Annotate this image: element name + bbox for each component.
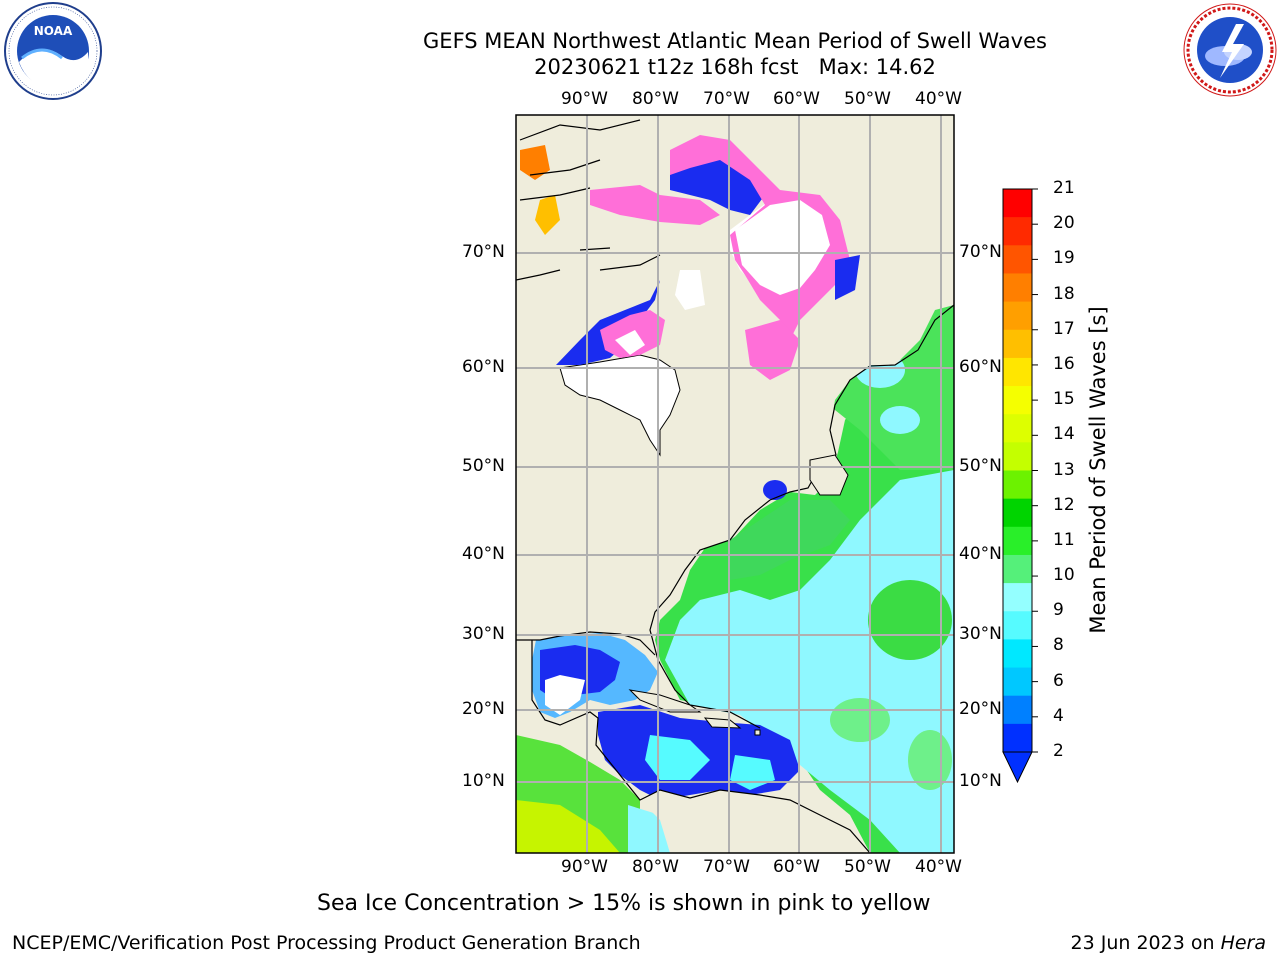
colorbar-tick-label: 13 xyxy=(1053,459,1075,480)
ocean-coastal-green xyxy=(730,500,850,580)
lat-label-right-30n: 30°N xyxy=(959,624,1002,644)
footer-host: Hera xyxy=(1220,932,1266,954)
lon-label-bottom-60w: 60°W xyxy=(773,857,820,877)
lat-label-left-70n: 70°N xyxy=(462,242,505,262)
ocean-gulf-white xyxy=(545,675,585,715)
colorbar-tick-label: 4 xyxy=(1053,705,1064,726)
ocean-cyan-band xyxy=(665,470,954,853)
lon-label-top-80w: 80°W xyxy=(632,89,679,109)
colorbar-segment xyxy=(1003,442,1032,471)
colorbar-segment xyxy=(1003,273,1032,303)
colorbar-segment xyxy=(1003,329,1032,359)
colorbar-segment xyxy=(1003,357,1032,387)
colorbar-tick-label: 2 xyxy=(1053,741,1064,761)
colorbar-segment xyxy=(1003,526,1032,556)
nws-logo xyxy=(1180,0,1280,104)
lon-label-top-60w: 60°W xyxy=(773,89,820,109)
colorbar-segment xyxy=(1003,611,1032,640)
colorbar-tick-marks xyxy=(1032,188,1038,753)
land-hispaniola xyxy=(703,717,742,729)
colorbar-tick-label: 14 xyxy=(1053,424,1075,445)
chart-title: GEFS MEAN Northwest Atlantic Mean Period… xyxy=(423,29,1047,53)
lat-label-right-40n: 40°N xyxy=(959,544,1002,564)
ice-free-hudson-bay xyxy=(559,354,681,457)
ocean-green-patch-b xyxy=(830,698,890,742)
colorbar-tick-label: 16 xyxy=(1053,353,1075,374)
colorbar-tick-label: 12 xyxy=(1053,494,1075,515)
footer-credit: NCEP/EMC/Verification Post Processing Pr… xyxy=(12,932,641,954)
colorbar-segment xyxy=(1003,498,1032,528)
noaa-logo-text: NOAA xyxy=(34,24,73,38)
colorbar-segment xyxy=(1003,583,1032,612)
lat-label-left-40n: 40°N xyxy=(462,544,505,564)
lat-label-right-60n: 60°N xyxy=(959,357,1002,377)
colorbar-tick-label: 21 xyxy=(1053,178,1075,198)
land-central-america xyxy=(516,640,598,745)
sea-ice-caption: Sea Ice Concentration > 15% is shown in … xyxy=(317,891,931,916)
footer-date-text: 23 Jun 2023 on xyxy=(1070,932,1221,954)
lat-label-right-10n: 10°N xyxy=(959,771,1002,791)
lat-label-left-50n: 50°N xyxy=(462,456,505,476)
map-gridlines xyxy=(516,115,954,853)
noaa-logo: NOAA xyxy=(2,0,104,106)
colorbar-tick-label: 6 xyxy=(1053,670,1064,691)
lon-label-bottom-90w: 90°W xyxy=(561,857,608,877)
lat-label-left-30n: 30°N xyxy=(462,624,505,644)
lon-label-top-50w: 50°W xyxy=(844,89,891,109)
colorbar-tick-label: 10 xyxy=(1053,565,1075,586)
chart-subtitle: 20230621 t12z 168h fcst Max: 14.62 xyxy=(534,55,936,79)
map-frame xyxy=(515,114,955,854)
ocean-green-patch-a xyxy=(868,580,952,660)
colorbar-tick-label: 8 xyxy=(1053,635,1064,656)
colorbar-segment xyxy=(1003,554,1032,584)
colorbar-segment xyxy=(1003,470,1032,500)
colorbar-segment xyxy=(1003,386,1032,415)
footer-date: 23 Jun 2023 on Hera xyxy=(1071,932,1266,954)
colorbar-segment xyxy=(1003,245,1032,274)
colorbar-tick-label: 11 xyxy=(1053,529,1075,550)
lat-label-right-70n: 70°N xyxy=(959,242,1002,262)
colorbar-segment xyxy=(1003,414,1032,443)
lon-label-bottom-70w: 70°W xyxy=(703,857,750,877)
lat-label-left-10n: 10°N xyxy=(462,771,505,791)
colorbar-segment xyxy=(1003,695,1032,725)
colorbar-tick-label: 15 xyxy=(1053,389,1075,410)
lat-label-left-20n: 20°N xyxy=(462,699,505,719)
ice-hudson-blue xyxy=(556,280,660,365)
lon-label-bottom-80w: 80°W xyxy=(632,857,679,877)
lon-label-top-90w: 90°W xyxy=(561,89,608,109)
colorbar-segment xyxy=(1003,217,1032,246)
colorbar-tick-label: 9 xyxy=(1053,600,1064,621)
lon-label-top-70w: 70°W xyxy=(703,89,750,109)
colorbar-tick-label: 18 xyxy=(1053,283,1075,304)
colorbar-segment xyxy=(1003,301,1032,331)
ocean-caribbean-cyan xyxy=(645,735,710,780)
colorbar-tick-label: 20 xyxy=(1053,213,1075,234)
colorbar-tick-label: 17 xyxy=(1053,318,1075,339)
colorbar-segment xyxy=(1003,189,1032,218)
lat-label-right-50n: 50°N xyxy=(959,456,1002,476)
colorbar-title: Mean Period of Swell Waves [s] xyxy=(1086,306,1110,634)
lat-label-right-20n: 20°N xyxy=(959,699,1002,719)
ocean-st-lawrence xyxy=(763,480,787,500)
lat-label-left-60n: 60°N xyxy=(462,357,505,377)
colorbar xyxy=(1003,189,1032,753)
lon-label-bottom-50w: 50°W xyxy=(844,857,891,877)
colorbar-extend-arrow xyxy=(1002,751,1033,784)
lon-label-top-40w: 40°W xyxy=(915,89,962,109)
land-cuba xyxy=(628,689,702,713)
colorbar-segment xyxy=(1003,723,1032,753)
colorbar-segment xyxy=(1003,639,1032,669)
land-newfoundland xyxy=(809,454,849,496)
lon-label-bottom-40w: 40°W xyxy=(915,857,962,877)
colorbar-tick-label: 19 xyxy=(1053,248,1075,269)
land-south-america xyxy=(640,790,865,853)
colorbar-segment xyxy=(1003,667,1032,697)
ocean-pacific-yellow xyxy=(516,800,620,853)
